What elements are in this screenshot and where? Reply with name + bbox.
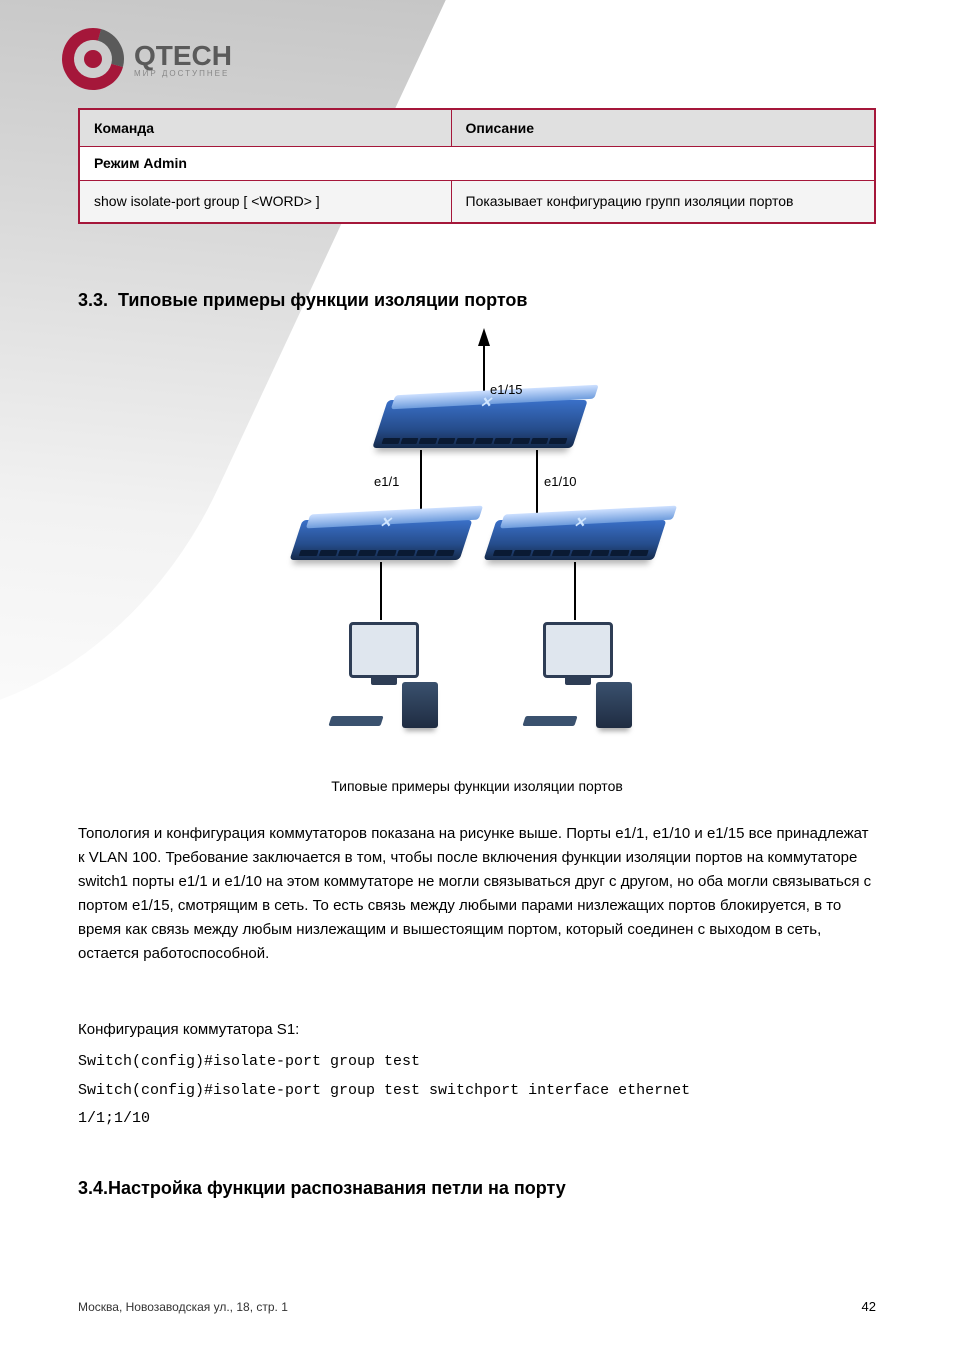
pc2-icon <box>530 622 626 728</box>
table-header-command: Команда <box>79 109 451 147</box>
page-number: 42 <box>862 1299 876 1314</box>
paragraph-description: Топология и конфигурация коммутаторов по… <box>78 822 878 966</box>
link-s2-pc1 <box>380 562 382 620</box>
brand-logo: QTECH МИР ДОСТУПНЕЕ <box>62 28 232 90</box>
section-title: Типовые примеры функции изоляции портов <box>118 290 527 310</box>
table-cell-description: Показывает конфигурацию групп изоляции п… <box>451 181 875 224</box>
logo-tagline: МИР ДОСТУПНЕЕ <box>134 69 232 78</box>
footer-address: Москва, Новозаводская ул., 18, стр. 1 <box>78 1300 288 1314</box>
table-header-description: Описание <box>451 109 875 147</box>
port-label-e1-15: e1/15 <box>490 382 523 397</box>
table-subheader: Режим Admin <box>79 147 875 181</box>
command-table: Команда Описание Режим Admin show isolat… <box>78 108 876 224</box>
section-title: Настройка функции распознавания петли на… <box>108 1178 566 1198</box>
port-label-e1-1: e1/1 <box>374 474 399 489</box>
port-label-e1-10: e1/10 <box>544 474 577 489</box>
section-3-3-heading: 3.3. Типовые примеры функции изоляции пор… <box>78 290 527 311</box>
table-cell-command: show isolate-port group [ <WORD> ] <box>79 181 451 224</box>
uplink-arrow-icon <box>478 328 490 346</box>
pc1-icon <box>336 622 432 728</box>
section-3-4-heading: 3.4.Настройка функции распознавания петл… <box>78 1178 566 1199</box>
figure-caption: Типовые примеры функции изоляции портов <box>331 778 623 794</box>
paragraph-config-label: Конфигурация коммутатора S1: <box>78 1018 878 1042</box>
topology-diagram: ✕ e1/15 e1/1 e1/10 ✕ ✕ <box>280 350 680 760</box>
switch-s1-icon: ✕ <box>380 400 580 448</box>
link-s3-pc2 <box>574 562 576 620</box>
switch-s3-icon: ✕ <box>490 520 660 560</box>
link-s1-s3 <box>536 450 538 520</box>
section-number: 3.4. <box>78 1178 108 1198</box>
code-block: Switch(config)#isolate-port group test S… <box>78 1048 878 1134</box>
logo-wordmark: QTECH <box>134 40 232 72</box>
section-number: 3.3. <box>78 290 108 310</box>
logo-mark-icon <box>62 28 124 90</box>
switch-s2-icon: ✕ <box>296 520 466 560</box>
